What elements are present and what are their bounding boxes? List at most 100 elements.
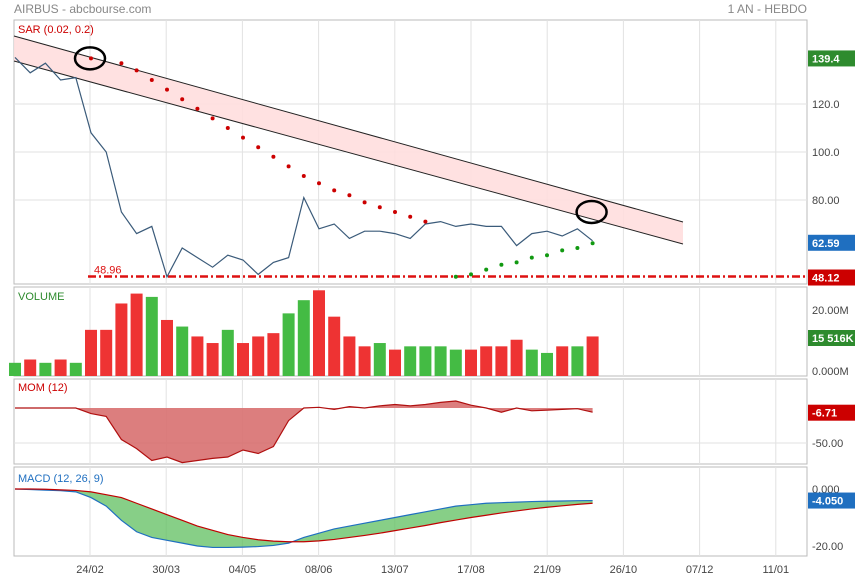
volume-bar [54,359,67,376]
sar-dot [545,253,549,258]
sar-dot [347,193,352,198]
badge-bg [808,50,855,67]
badge-bg [808,234,855,251]
trend-channel [14,36,683,244]
sar-dot [119,61,124,66]
momentum-area [15,401,593,463]
sar-dot [499,262,504,267]
value-badge: 15 516K [808,330,855,346]
badge-value: 139.4 [812,53,840,65]
sar-dot [89,56,93,61]
macd-indicator-label: MACD (12, 26, 9) [18,473,104,485]
value-badge: -4.050 [808,492,855,509]
volume-bar [480,346,493,376]
sar-dot [225,126,230,130]
volume-bar [161,319,173,376]
volume-bar [343,336,356,376]
volume-bar [145,296,158,376]
volume-bar [237,343,249,376]
value-badge: 62.59 [808,234,855,251]
momentum-line [15,400,593,464]
volume-bar [465,349,477,376]
sar-dot [241,135,245,140]
badge-value: 48.12 [812,273,840,285]
volume-bar [9,362,21,376]
volume-bar [206,343,219,376]
highlight-circle [73,46,107,71]
x-tick-label: 07/12 [686,564,714,576]
sar-dot [377,205,382,210]
volume-bar [297,300,310,376]
sar-dot [256,145,261,150]
sar-dot [529,255,534,260]
volume-bar [130,293,143,376]
channel-upper-line [13,35,684,223]
y-tick-label: 120.0 [812,99,840,111]
sar-dot [575,246,580,250]
sar-dot [210,116,215,121]
volume-bar [313,290,325,376]
x-tick-label: 24/02 [76,564,104,576]
value-badge: -6.71 [808,404,855,421]
volume-bar [176,326,189,376]
y-tick-label: -50.00 [812,438,843,450]
x-tick-label: 13/07 [381,564,409,576]
volume-bar [419,346,432,376]
volume-bar [85,329,97,376]
volume-bar [495,346,508,376]
sar-dot [286,164,291,169]
volume-bar [525,349,538,376]
sar-dot [453,274,458,279]
volume-bar [449,349,462,376]
volume-bar [39,362,52,376]
macd-histogram-area [15,489,593,548]
x-tick-label: 11/01 [762,564,789,576]
price-line [14,57,593,279]
period-label: 1 AN - HEBDO [727,2,807,16]
sar-dot [180,97,185,102]
sar-dot [301,174,306,178]
chart-title: AIRBUS - abcbourse.com [14,2,152,16]
badge-value: 62.59 [812,238,840,250]
badge-value: 15 516K [812,333,854,345]
volume-bar [267,333,280,376]
sar-dot [317,181,321,186]
channel-lower-line [13,60,684,245]
volume-bar [191,336,204,376]
sar-dot [332,188,337,193]
badge-bg [808,330,855,346]
y-tick-label: 100.0 [812,147,840,159]
mom-indicator-label: MOM (12) [18,382,68,394]
volume-bar [541,352,553,376]
badge-value: -4.050 [812,496,843,508]
macd-line [14,488,593,549]
volume-bar [24,359,37,376]
signal-line [15,488,593,543]
x-tick-label: 08/06 [305,564,333,576]
volume-bar [404,346,417,376]
y-tick-label: 0.000M [812,366,849,378]
volume-bar [115,303,128,376]
x-tick-label: 21/09 [533,564,561,576]
y-tick-label: 80.00 [812,195,840,207]
support-label: 48.96 [94,265,122,277]
volume-bar [373,343,386,376]
sar-dot [149,78,154,82]
sar-dot [514,260,519,265]
badge-value: -6.71 [812,408,837,420]
volume-bar [282,313,295,376]
sar-dot [393,210,397,214]
sar-dot [560,248,565,253]
value-badge: 139.4 [808,50,855,67]
volume-bar [510,339,523,376]
volume-bar [252,336,265,376]
volume-bar [221,329,234,376]
volume-bar [100,329,113,376]
sar-dot [134,68,139,73]
sar-dot [271,154,276,159]
sar-dot [362,200,367,205]
sar-dot [590,241,595,246]
volume-bar [328,316,341,376]
volume-bar [389,349,401,376]
